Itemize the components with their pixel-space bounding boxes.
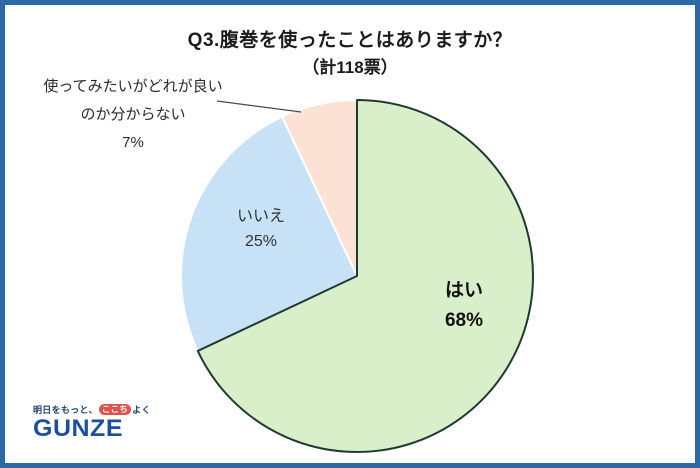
slice-label-unsure-pct: 7%: [122, 134, 144, 151]
logo-tagline: 明日をもっと、 ここち よく: [33, 403, 151, 416]
gunze-logo: 明日をもっと、 ここち よく GUNZE: [33, 403, 151, 441]
slice-label-no-pct: 25%: [244, 233, 278, 250]
pie-slices: [180, 99, 534, 453]
logo-tagline-highlight-badge: ここち: [98, 404, 132, 415]
slice-label-unsure-line2: のか分からない: [80, 106, 186, 123]
logo-tagline-post: よく: [132, 405, 151, 415]
chart-subtitle: （計118票）: [302, 58, 398, 77]
slice-label-no-name: いいえ: [236, 208, 286, 225]
slice-label-no: いいえ 25%: [237, 204, 285, 254]
slice-label-unsure-line1: 使ってみたいがどれが良い: [43, 78, 223, 95]
pie-chart: [180, 99, 534, 453]
pie-slice-yes: [196, 99, 534, 453]
slice-label-unsure: 使ってみたいがどれが良い のか分からない 7%: [43, 73, 222, 157]
logo-tagline-pre: 明日をもっと、: [33, 405, 98, 415]
slice-label-yes: はい 68%: [445, 276, 483, 336]
slice-label-yes-pct: 68%: [444, 310, 484, 331]
slice-label-yes-name: はい: [444, 280, 483, 301]
logo-wordmark: GUNZE: [33, 415, 123, 442]
chart-title: Q3.腹巻を使ったことはありますか？: [187, 30, 513, 51]
leader-line-unsure: [216, 100, 302, 113]
pie-slice-no: [180, 115, 358, 352]
